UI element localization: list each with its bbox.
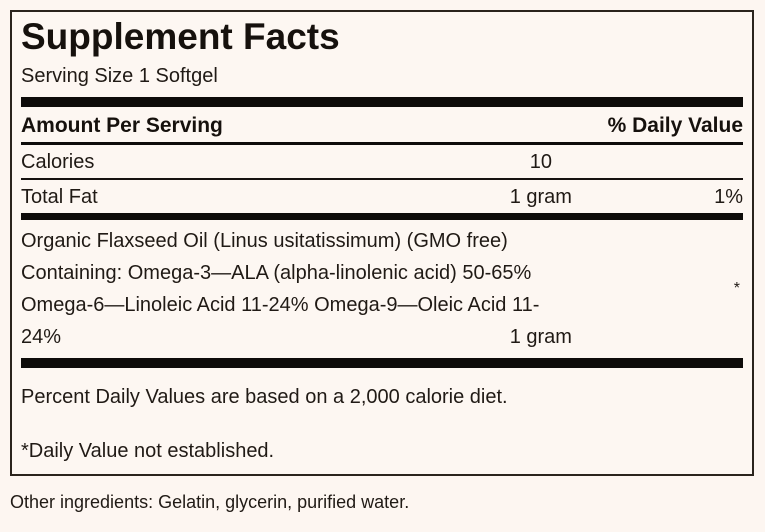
- amount-per-serving-header: Amount Per Serving: [21, 114, 223, 137]
- ingredient-line-2: Containing: Omega-3—ALA (alpha-linolenic…: [21, 262, 532, 284]
- row-divider: [21, 178, 743, 180]
- nutrient-amount: 1 gram: [509, 186, 572, 208]
- ingredient-line-4-text: 24%: [21, 326, 62, 348]
- thick-divider-bottom: [21, 358, 743, 368]
- ingredient-block: Organic Flaxseed Oil (Linus usitatissimu…: [21, 220, 743, 358]
- daily-value-header: % Daily Value: [607, 114, 743, 137]
- header-divider: [21, 142, 743, 145]
- other-ingredients-note: Other ingredients: Gelatin, glycerin, pu…: [10, 492, 410, 512]
- ingredient-line-1: Organic Flaxseed Oil (Linus usitatissimu…: [21, 230, 508, 252]
- daily-value-asterisk: *: [733, 280, 740, 297]
- page-title: Supplement Facts: [21, 16, 340, 57]
- ingredient-line-3: Omega-6—Linoleic Acid 11-24% Omega-9—Ole…: [21, 294, 540, 316]
- nutrient-name: Total Fat: [21, 186, 98, 208]
- footnote-not-established: *Daily Value not established.: [21, 440, 275, 462]
- nutrient-row-calories: Calories 10: [21, 145, 743, 178]
- ingredient-line-4: 24% 1 gram: [21, 321, 743, 353]
- ingredient-amount: 1 gram: [509, 326, 572, 348]
- footnote-daily-values: Percent Daily Values are based on a 2,00…: [21, 386, 508, 408]
- nutrient-amount: 10: [529, 151, 552, 173]
- serving-size: Serving Size 1 Softgel: [21, 65, 218, 87]
- thick-divider-top: [21, 97, 743, 107]
- nutrient-daily-value: 1%: [714, 186, 743, 208]
- supplement-facts-panel: Supplement Facts Serving Size 1 Softgel …: [10, 10, 754, 476]
- nutrient-name: Calories: [21, 151, 95, 173]
- nutrient-row-total-fat: Total Fat 1 gram 1%: [21, 180, 743, 213]
- column-header-row: Amount Per Serving % Daily Value: [21, 107, 743, 142]
- thick-divider-middle: [21, 213, 743, 220]
